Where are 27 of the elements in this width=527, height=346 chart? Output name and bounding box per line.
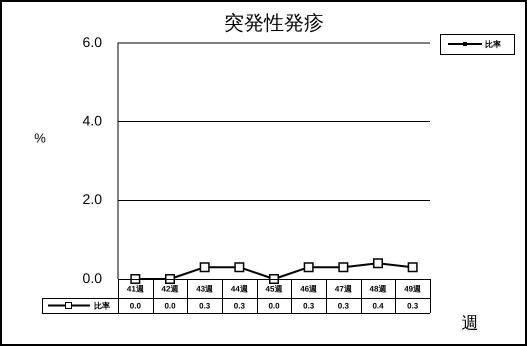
- chart-title: 突発性発疹: [224, 12, 324, 35]
- data-label: 0.0: [164, 302, 176, 311]
- y-tick-label: 6.0: [82, 34, 102, 50]
- x-tick-label: 44週: [230, 284, 249, 294]
- x-tick-label: 49週: [404, 284, 422, 294]
- text: 比率: [94, 302, 110, 311]
- x-tick-label: 45週: [266, 284, 284, 294]
- data-label: 0.3: [303, 302, 315, 311]
- x-axis-title: 週: [462, 314, 478, 333]
- x-tick-label: 46週: [300, 284, 318, 294]
- data-label: 0.0: [130, 302, 142, 311]
- x-tick-label: 47週: [334, 284, 353, 294]
- x-tick-label: 43週: [196, 284, 214, 294]
- data-label: 0.3: [234, 302, 246, 311]
- data-label: 0.0: [268, 302, 280, 311]
- y-tick-label: 2.0: [82, 191, 102, 208]
- legend-label: 比率: [485, 39, 501, 50]
- x-tick-label: 41週: [126, 284, 145, 294]
- x-tick-label: 42週: [162, 284, 180, 294]
- data-label: 0.3: [199, 302, 211, 311]
- y-axis-title: %: [34, 130, 46, 146]
- x-tick-label: 48週: [370, 284, 388, 294]
- data-label: 0.4: [372, 302, 384, 311]
- y-tick-label: 4.0: [82, 112, 102, 129]
- y-tick-label: 0.0: [82, 270, 102, 286]
- data-label: 0.3: [338, 302, 350, 311]
- data-label: 0.3: [407, 302, 419, 311]
